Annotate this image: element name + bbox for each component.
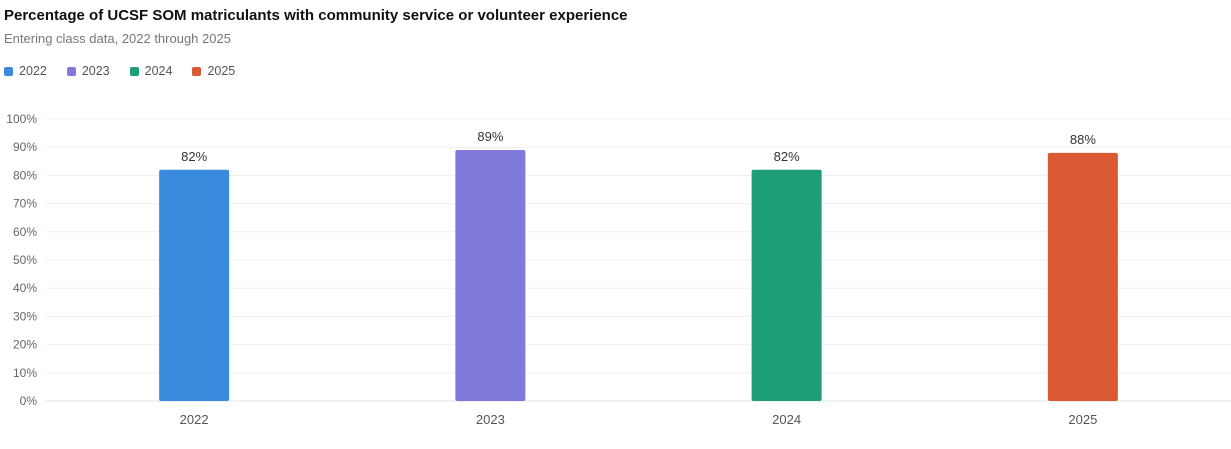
data-label: 82% [774, 149, 800, 164]
data-label: 88% [1070, 132, 1096, 147]
chart-subtitle: Entering class data, 2022 through 2025 [4, 31, 231, 46]
legend-label: 2025 [207, 64, 236, 78]
y-tick-label: 60% [13, 225, 37, 239]
legend-item-2022[interactable]: 2022 [4, 64, 47, 78]
data-label: 89% [477, 129, 503, 144]
y-tick-label: 80% [13, 168, 37, 182]
y-tick-label: 50% [13, 253, 37, 267]
x-tick-label: 2024 [772, 412, 801, 427]
legend-label: 2023 [81, 64, 110, 78]
legend-label: 2024 [144, 64, 173, 78]
legend-label: 2022 [19, 64, 47, 78]
y-tick-label: 10% [13, 366, 37, 380]
bar-2025 [1047, 152, 1118, 401]
legend: 2022 2023 2024 2025 [4, 64, 255, 78]
y-tick-label: 100% [6, 112, 37, 126]
legend-item-2025[interactable]: 2025 [192, 64, 235, 78]
legend-swatch [4, 66, 13, 76]
legend-swatch [129, 66, 139, 76]
bar-2022 [159, 169, 230, 401]
y-tick-label: 90% [13, 140, 37, 154]
bar-2023 [455, 150, 526, 401]
legend-swatch [66, 66, 76, 76]
legend-item-2023[interactable]: 2023 [66, 64, 110, 78]
bar-2024 [751, 169, 822, 401]
y-tick-label: 0% [20, 394, 38, 408]
y-tick-label: 70% [13, 197, 37, 211]
x-tick-label: 2023 [476, 412, 505, 427]
y-tick-label: 40% [13, 281, 37, 295]
data-label: 82% [181, 149, 207, 164]
legend-item-2024[interactable]: 2024 [129, 64, 173, 78]
x-tick-label: 2025 [1068, 412, 1097, 427]
x-tick-label: 2022 [180, 412, 209, 427]
chart-title: Percentage of UCSF SOM matriculants with… [4, 7, 628, 24]
legend-swatch [192, 66, 202, 76]
y-tick-label: 20% [13, 338, 37, 352]
y-tick-label: 30% [13, 309, 37, 323]
